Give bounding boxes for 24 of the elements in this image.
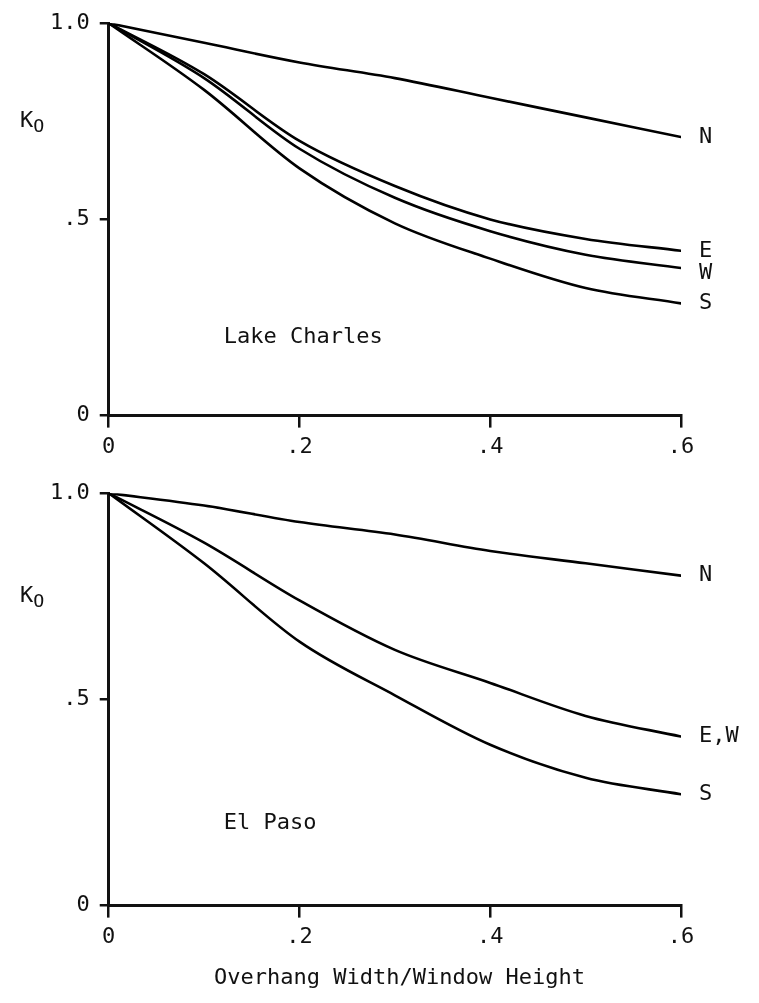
x-tick-label: 0 [102, 432, 116, 458]
annotation: Lake Charles [223, 322, 383, 348]
y-axis-title: K$_{O}$ [20, 107, 45, 137]
y-tick-label: 1.0 [49, 478, 90, 504]
series-label: S [699, 289, 713, 315]
y-tick-label: .5 [63, 205, 90, 231]
x-tick-label: .6 [667, 432, 695, 458]
series-label: N [699, 122, 713, 148]
y-axis-title: K$_{O}$ [20, 582, 45, 612]
y-tick-label: 0 [76, 891, 90, 917]
x-tick-label: 0 [102, 922, 116, 948]
y-tick-label: 0 [76, 401, 90, 427]
series-label: E,W [699, 722, 740, 748]
y-tick-label: 1.0 [49, 8, 90, 34]
x-tick-label: .4 [477, 432, 504, 458]
x-tick-label: .2 [286, 432, 313, 458]
y-tick-label: .5 [63, 685, 90, 711]
x-tick-label: .6 [667, 922, 695, 948]
x-tick-label: .2 [286, 922, 313, 948]
series-label: S [699, 779, 713, 805]
annotation: El Paso [223, 808, 317, 834]
x-axis-title: Overhang Width/Window Height [213, 964, 586, 989]
x-tick-label: .4 [477, 922, 504, 948]
series-label: N [699, 561, 713, 587]
